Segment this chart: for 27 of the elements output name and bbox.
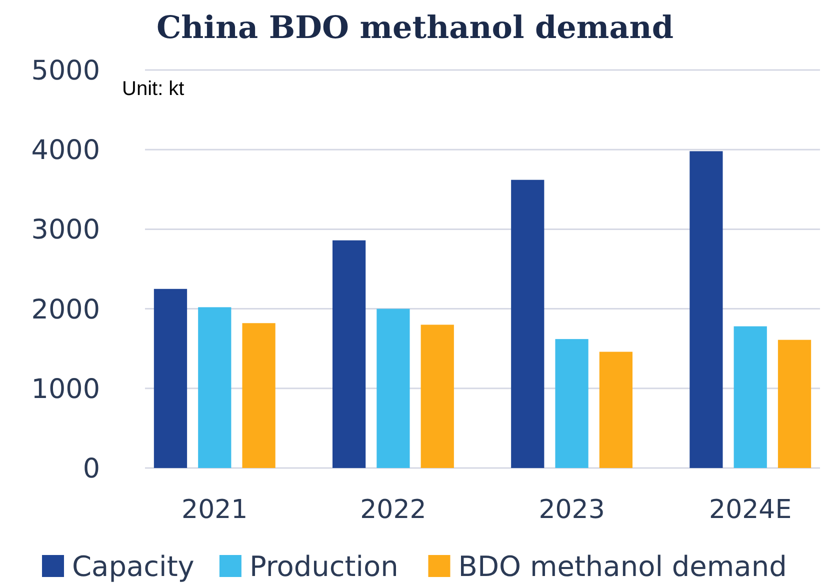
y-tick-label: 3000 [31, 214, 100, 246]
x-tick-label: 2021 [182, 495, 248, 525]
legend-label: Production [249, 550, 398, 583]
y-tick-label: 1000 [31, 374, 100, 405]
x-tick-label: 2023 [538, 495, 605, 525]
bar [420, 324, 454, 468]
legend-label: BDO methanol demand [458, 550, 787, 583]
y-tick-label: 0 [82, 453, 100, 484]
bar [734, 326, 767, 468]
x-tick-label: 2022 [360, 495, 426, 525]
bar [599, 352, 632, 468]
bar [690, 151, 723, 468]
bar [778, 340, 812, 468]
bar [154, 288, 188, 468]
legend-label: Capacity [72, 550, 194, 583]
y-tick-label: 2000 [31, 294, 100, 326]
bar [511, 180, 544, 468]
bar [376, 308, 410, 468]
y-tick-label: 4000 [31, 135, 100, 166]
chart-title: China BDO methanol demand [156, 10, 674, 46]
bar [332, 240, 366, 468]
bar [242, 323, 276, 468]
bar [198, 307, 232, 468]
x-tick-label: 2024E [709, 495, 792, 525]
bar [555, 339, 588, 468]
annotation: Unit: kt [122, 78, 185, 100]
y-tick-label: 5000 [31, 55, 100, 86]
